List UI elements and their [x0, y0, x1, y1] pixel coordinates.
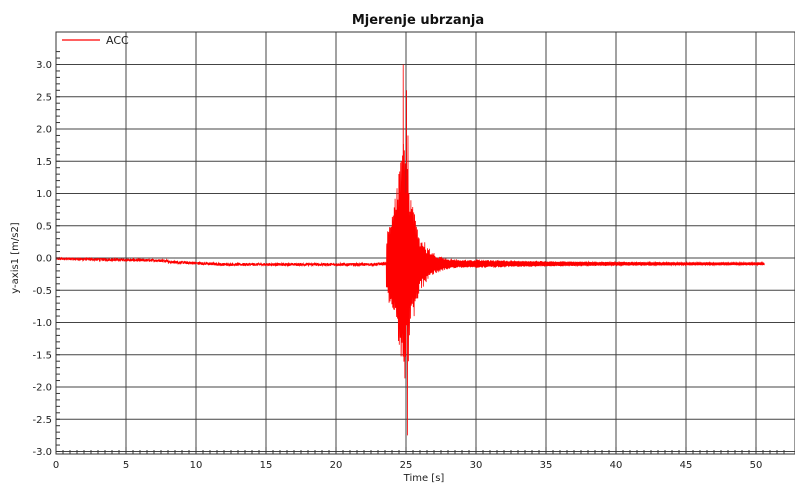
- ticks: 0 5 10 15 20 25 30 35 40 45 50 3.0 2.5 2.0 1.5 1.0 0.5 0.…: [32, 51, 785, 471]
- grid: [55, 32, 795, 454]
- legend-label-acc: ACC: [106, 34, 129, 47]
- x-tick-label: 15: [260, 460, 273, 471]
- y-tick-label: -2.0: [32, 383, 52, 394]
- x-tick-label: 0: [53, 460, 59, 471]
- x-tick-label: 40: [610, 460, 623, 471]
- x-tick-label: 25: [400, 460, 413, 471]
- y-tick-label: -2.5: [32, 415, 52, 426]
- y-tick-label: 0.5: [36, 221, 52, 232]
- y-axis-label: y-axis1 [m/s2]: [10, 222, 21, 294]
- y-tick-label: -0.5: [32, 286, 52, 297]
- x-tick-label: 45: [680, 460, 693, 471]
- chart-title: Mjerenje ubrzanja: [352, 13, 484, 28]
- x-axis-label: Time [s]: [403, 473, 445, 483]
- y-tick-label: -3.0: [32, 447, 52, 458]
- x-tick-label: 35: [540, 460, 553, 471]
- x-tick-label: 20: [330, 460, 343, 471]
- legend: ACC: [62, 34, 129, 47]
- x-tick-label: 5: [123, 460, 129, 471]
- series-layer: [55, 64, 765, 436]
- x-tick-label: 30: [470, 460, 483, 471]
- y-tick-label: -1.5: [32, 350, 52, 361]
- y-tick-label: 2.0: [36, 125, 52, 136]
- y-tick-label: 3.0: [36, 60, 52, 71]
- y-tick-label: 0.0: [36, 254, 52, 265]
- y-tick-label: 2.5: [36, 92, 52, 103]
- x-tick-label: 50: [750, 460, 763, 471]
- y-tick-label: 1.5: [36, 157, 52, 168]
- plot-frame: [55, 31, 795, 455]
- y-tick-label: 1.0: [36, 189, 52, 200]
- x-tick-label: 10: [190, 460, 203, 471]
- series-line-acc: [55, 64, 765, 436]
- y-tick-label: -1.0: [32, 318, 52, 329]
